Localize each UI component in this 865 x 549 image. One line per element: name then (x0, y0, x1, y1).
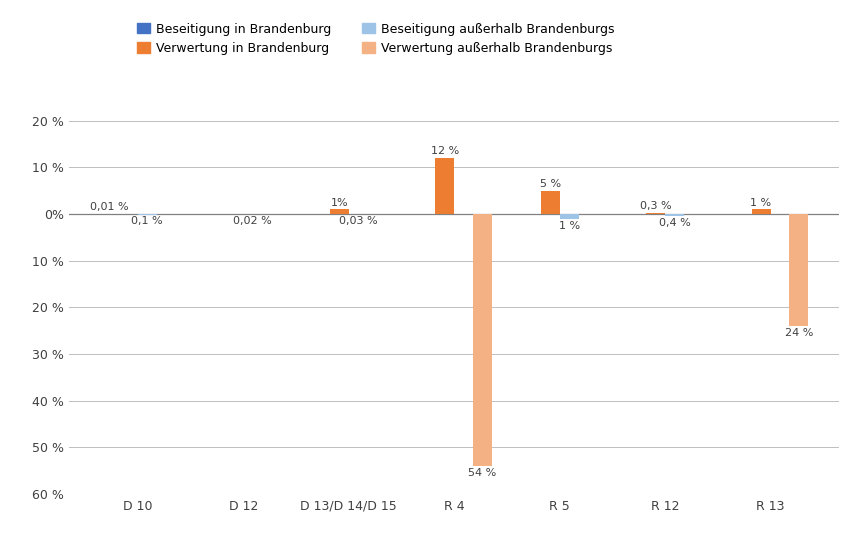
Text: 5 %: 5 % (540, 179, 561, 189)
Text: 24 %: 24 % (785, 328, 813, 338)
Bar (541, 191, 560, 214)
Text: 1%: 1% (330, 198, 348, 208)
Bar (646, 212, 665, 214)
Text: 1 %: 1 % (751, 198, 772, 208)
Legend: Beseitigung in Brandenburg, Verwertung in Brandenburg, Beseitigung außerhalb Bra: Beseitigung in Brandenburg, Verwertung i… (137, 23, 614, 55)
Text: 0,1 %: 0,1 % (131, 216, 163, 226)
Text: 1 %: 1 % (559, 221, 580, 231)
Text: 12 %: 12 % (431, 146, 458, 156)
Bar (473, 214, 492, 466)
Text: 0,4 %: 0,4 % (658, 218, 690, 228)
Text: 0,02 %: 0,02 % (234, 216, 272, 226)
Text: 0,3 %: 0,3 % (640, 201, 671, 211)
Bar (560, 214, 579, 219)
Text: 0,01 %: 0,01 % (90, 202, 129, 212)
Bar (752, 210, 771, 214)
Text: 54 %: 54 % (469, 468, 497, 478)
Bar (435, 158, 454, 214)
Bar (665, 214, 684, 216)
Bar (790, 214, 809, 326)
Text: 0,03 %: 0,03 % (339, 216, 377, 226)
Bar (330, 210, 349, 214)
